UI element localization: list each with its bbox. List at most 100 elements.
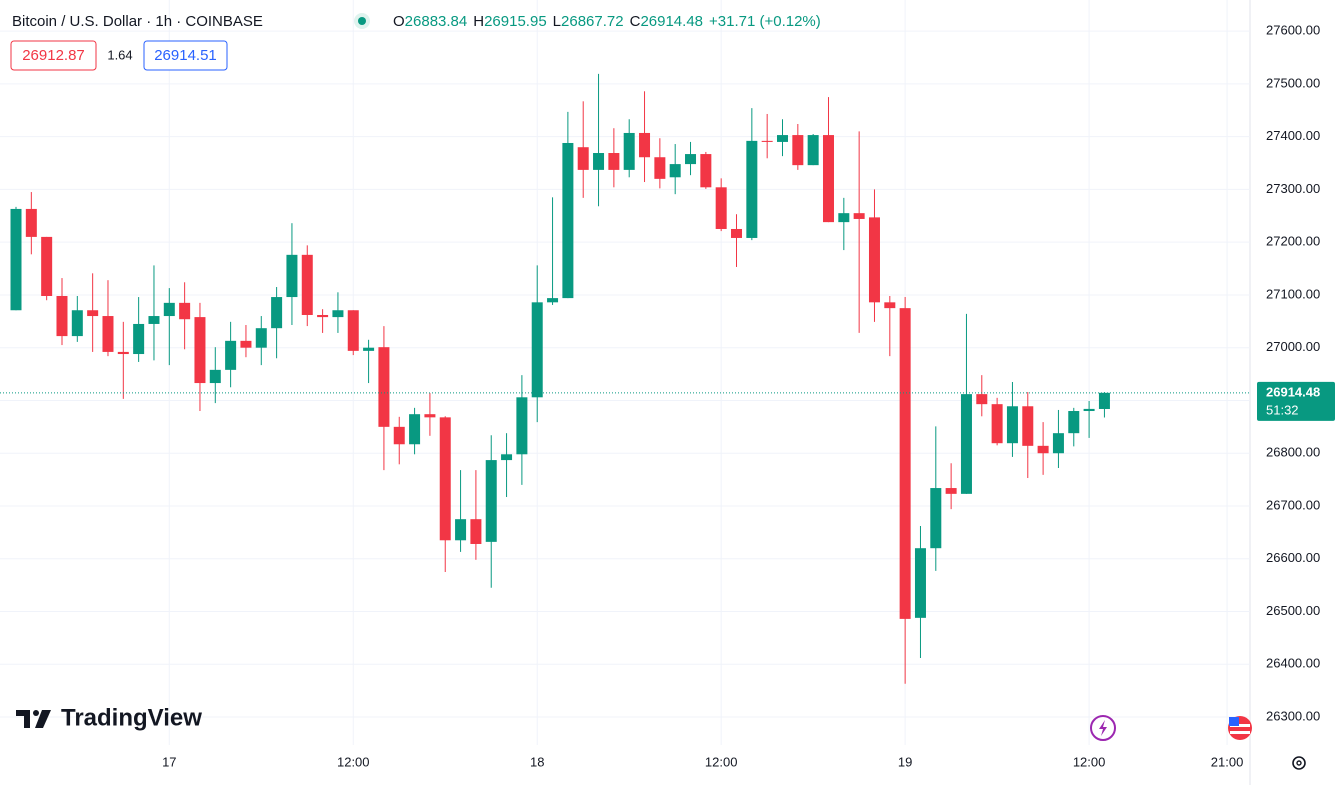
x-tick-label: 19	[898, 754, 912, 769]
symbol-title: Bitcoin / U.S. Dollar · 1h · COINBASE	[12, 13, 263, 30]
y-tick-label: 26800.00	[1266, 445, 1320, 460]
candle-body	[669, 164, 681, 178]
status-dot	[358, 17, 366, 25]
candle-body	[87, 310, 99, 317]
candle-body	[439, 417, 451, 541]
candle-body	[945, 488, 957, 494]
ohlc-key: L	[553, 13, 561, 30]
ohlc-key: H	[473, 13, 484, 30]
y-tick-label: 27500.00	[1266, 75, 1320, 90]
candle-body	[240, 340, 252, 348]
change: +31.71 (+0.12%)	[709, 13, 821, 30]
candle-body	[960, 394, 972, 494]
y-tick-label: 26500.00	[1266, 603, 1320, 618]
candle-body	[378, 347, 390, 427]
candle-body	[991, 404, 1003, 444]
candle-body	[71, 310, 83, 337]
ohlc-key: C	[630, 13, 641, 30]
x-tick-label: 21:00	[1211, 754, 1244, 769]
ask-box[interactable]	[143, 40, 228, 71]
candle-body	[286, 254, 298, 298]
candle-body	[163, 302, 175, 317]
candle-body	[853, 213, 865, 219]
y-tick-label: 26700.00	[1266, 497, 1320, 512]
settings-icon-core	[1296, 760, 1302, 766]
candle-body	[531, 302, 543, 398]
candle-body	[593, 153, 605, 170]
ohlc-value: 26867.72	[561, 13, 624, 30]
candle-body	[25, 208, 37, 237]
last-price-label: 26914.48	[1266, 384, 1320, 399]
candle-body	[1068, 411, 1080, 434]
candle-body	[102, 316, 114, 352]
candle-body	[807, 135, 819, 166]
candle-body	[700, 154, 712, 188]
x-tick-label: 18	[530, 754, 544, 769]
candle-body	[914, 548, 926, 618]
candle-body	[194, 317, 206, 384]
candle-body	[501, 454, 513, 461]
logo-text: TradingView	[61, 704, 202, 731]
candle-body	[746, 140, 758, 238]
bid-box[interactable]	[10, 40, 97, 71]
candle-body	[470, 519, 482, 544]
candle-body	[930, 488, 942, 549]
candle-body	[485, 460, 497, 542]
candle-body	[1098, 392, 1110, 409]
candle-body	[409, 414, 421, 445]
candle-body	[301, 254, 313, 315]
candle-body	[761, 140, 773, 142]
y-tick-label: 26600.00	[1266, 550, 1320, 565]
x-tick-label: 17	[162, 754, 176, 769]
candle-body	[455, 519, 467, 541]
candle-body	[148, 316, 160, 324]
candle-body	[347, 310, 359, 351]
flag-stripe	[1230, 731, 1250, 734]
logo-icon	[35, 710, 51, 728]
x-tick-label: 12:00	[1073, 754, 1106, 769]
candle-body	[209, 369, 221, 384]
candle-body	[577, 147, 589, 170]
events-icon-bolt	[1099, 720, 1107, 736]
candle-body	[225, 340, 237, 370]
ask-price: 26914.51	[154, 47, 217, 64]
ohlc-legend: O 26883.84 H 26915.95 L 26867.72 C 26914.48 +31.…	[393, 13, 821, 30]
candle-body	[639, 132, 651, 158]
candle-body	[1052, 433, 1064, 454]
candle-body	[255, 328, 267, 348]
ohlc-value: 26883.84	[405, 13, 468, 30]
candle-body	[41, 236, 53, 296]
ohlc-key: O	[393, 13, 405, 30]
candle-body	[424, 414, 436, 418]
candle-body	[715, 187, 727, 229]
ohlc-value: 26915.95	[484, 13, 547, 30]
candle-body	[56, 295, 68, 337]
candle-body	[731, 228, 743, 238]
candle-body	[317, 314, 329, 318]
candle-body	[363, 347, 375, 351]
candle-body	[516, 397, 528, 455]
x-tick-label: 12:00	[337, 754, 370, 769]
candle-body	[179, 302, 191, 320]
bid-price: 26912.87	[22, 47, 85, 64]
candle-body	[547, 298, 559, 303]
candle-body	[976, 394, 988, 405]
countdown: 51:32	[1266, 402, 1299, 417]
candle-body	[332, 310, 344, 318]
last-price-tag	[1257, 381, 1335, 421]
axes: 26300.00 26400.00 26500.00 26600.00 26700.00…	[0, 23, 1335, 769]
settings-icon[interactable]	[1292, 756, 1306, 770]
candle-body	[117, 351, 129, 355]
candle-body	[777, 135, 788, 142]
candle-body	[654, 157, 666, 179]
candle-body	[868, 217, 880, 303]
y-tick-label: 26400.00	[1266, 656, 1320, 671]
candle-body	[1037, 445, 1049, 454]
candle-body	[562, 142, 574, 299]
candle-body	[623, 132, 635, 170]
candle-body	[271, 297, 283, 329]
logo-icon	[16, 710, 30, 728]
y-tick-label: 27400.00	[1266, 128, 1320, 143]
candle-body	[884, 302, 896, 309]
